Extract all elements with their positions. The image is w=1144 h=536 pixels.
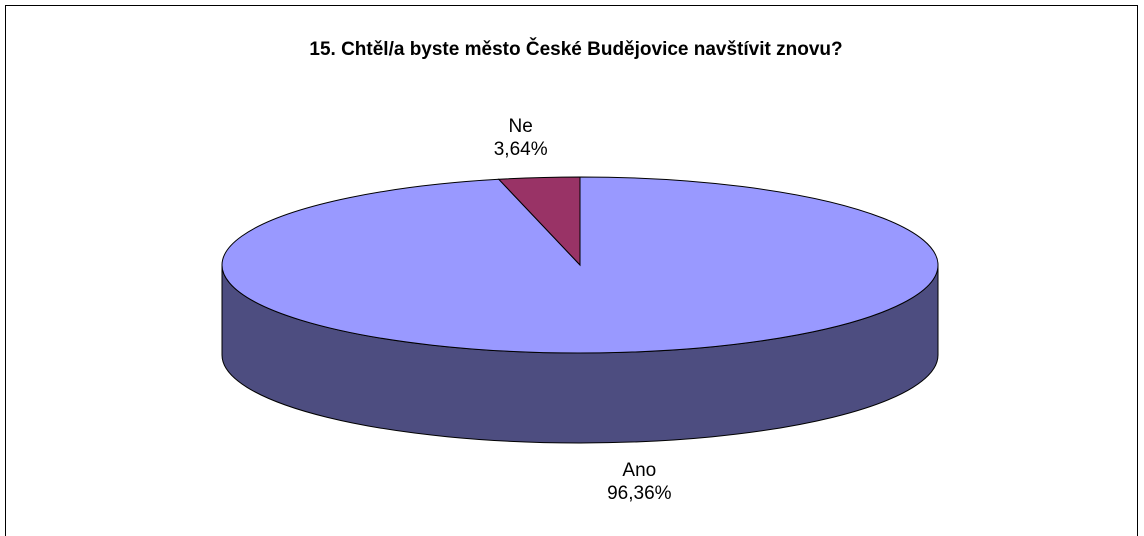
data-label-value: 3,64% (494, 139, 548, 160)
data-label-name: Ne (509, 116, 533, 137)
chart-title: 15. Chtěl/a byste město České Budějovice… (309, 38, 842, 60)
data-label-value: 96,36% (607, 483, 672, 504)
pie-slice (497, 176, 581, 267)
data-label-name: Ano (622, 460, 656, 481)
